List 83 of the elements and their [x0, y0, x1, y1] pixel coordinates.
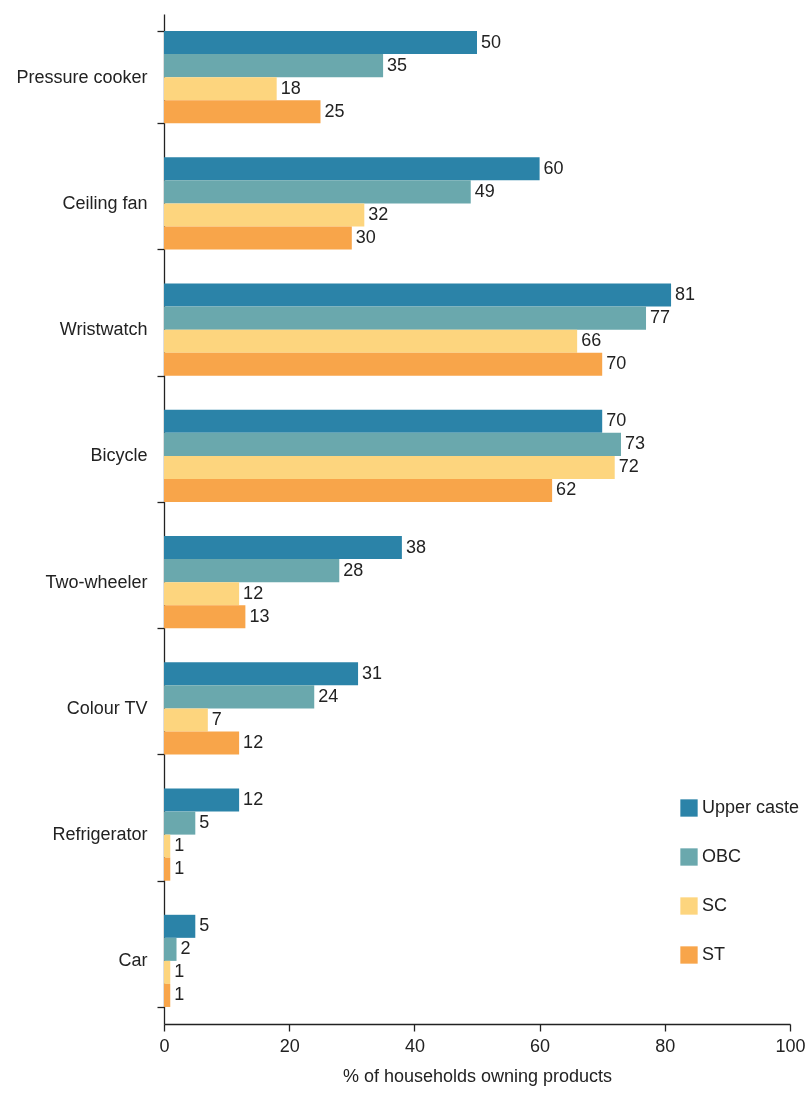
- data-label: 5: [199, 812, 210, 833]
- data-label: 18: [280, 77, 301, 98]
- data-label: 1: [174, 961, 185, 982]
- data-label: 77: [650, 307, 671, 328]
- x-tick-label: 40: [404, 1035, 425, 1056]
- y-tick-label: Ceiling fan: [62, 192, 148, 213]
- x-axis-title: % of households owning products: [342, 1065, 613, 1086]
- bar: [164, 559, 340, 583]
- y-tick-label: Pressure cooker: [16, 66, 148, 87]
- bar: [164, 834, 171, 858]
- bar: [164, 937, 177, 961]
- bar: [164, 226, 352, 250]
- data-label: 60: [543, 157, 564, 178]
- bar: [164, 960, 171, 984]
- data-label: 5: [199, 915, 210, 936]
- data-label: 81: [675, 284, 696, 305]
- data-label: 38: [405, 536, 426, 557]
- bar: [164, 77, 277, 101]
- bar: [164, 662, 359, 686]
- data-label: 25: [324, 100, 345, 121]
- bar: [164, 157, 540, 181]
- bar: [164, 478, 553, 502]
- bar: [164, 731, 240, 755]
- data-label: 12: [243, 789, 264, 810]
- data-label: 24: [318, 685, 339, 706]
- x-tick-label: 0: [159, 1035, 170, 1056]
- bar: [164, 100, 321, 124]
- bar: [164, 582, 240, 606]
- x-tick-label: 20: [279, 1035, 300, 1056]
- data-label: 70: [606, 410, 627, 431]
- data-label: 12: [243, 582, 264, 603]
- data-label: 13: [249, 605, 270, 626]
- data-label: 1: [174, 984, 185, 1005]
- data-label: 2: [180, 938, 191, 959]
- data-label: 28: [343, 559, 364, 580]
- legend-label: ST: [702, 944, 726, 964]
- bar: [164, 352, 603, 376]
- data-label: 73: [624, 433, 646, 454]
- x-tick-label: 60: [530, 1035, 551, 1056]
- y-tick-label: Bicycle: [90, 445, 148, 466]
- data-label: 49: [474, 180, 495, 201]
- data-label: 30: [355, 226, 376, 247]
- bar: [164, 685, 315, 709]
- bar: [164, 180, 471, 204]
- legend-label: OBC: [702, 846, 742, 866]
- bar: [164, 455, 615, 479]
- bar: [164, 306, 647, 330]
- legend-label: SC: [702, 895, 728, 915]
- bar: [164, 811, 196, 835]
- bar: [164, 983, 171, 1007]
- legend-label: Upper caste: [702, 797, 800, 817]
- bar: [164, 54, 384, 78]
- data-label: 1: [174, 835, 185, 856]
- data-label: 12: [243, 731, 264, 752]
- bar: [164, 605, 246, 629]
- data-label: 62: [556, 479, 577, 500]
- bar: [164, 31, 477, 55]
- bar: [164, 914, 196, 938]
- data-label: 35: [387, 54, 408, 75]
- bar: [164, 788, 240, 812]
- bar: [164, 203, 365, 227]
- data-label: 66: [581, 330, 602, 351]
- x-tick-label: 80: [655, 1035, 676, 1056]
- y-tick-label: Colour TV: [66, 697, 148, 718]
- data-label: 32: [368, 203, 389, 224]
- data-label: 1: [174, 858, 185, 879]
- bar: [164, 329, 578, 353]
- bar: [164, 432, 621, 456]
- bar: [164, 283, 672, 307]
- x-tick-label: 100: [775, 1035, 806, 1056]
- data-label: 72: [618, 456, 639, 477]
- y-tick-label: Wristwatch: [59, 319, 148, 340]
- data-label: 31: [362, 662, 383, 683]
- data-label: 50: [481, 31, 502, 52]
- bar: [164, 536, 402, 560]
- bar: [164, 708, 208, 732]
- data-label: 7: [211, 708, 222, 729]
- y-tick-label: Two-wheeler: [45, 571, 148, 592]
- bar: [164, 409, 603, 433]
- y-tick-label: Refrigerator: [52, 824, 148, 845]
- bar: [164, 857, 171, 881]
- data-label: 70: [606, 353, 627, 374]
- y-tick-label: Car: [118, 950, 148, 971]
